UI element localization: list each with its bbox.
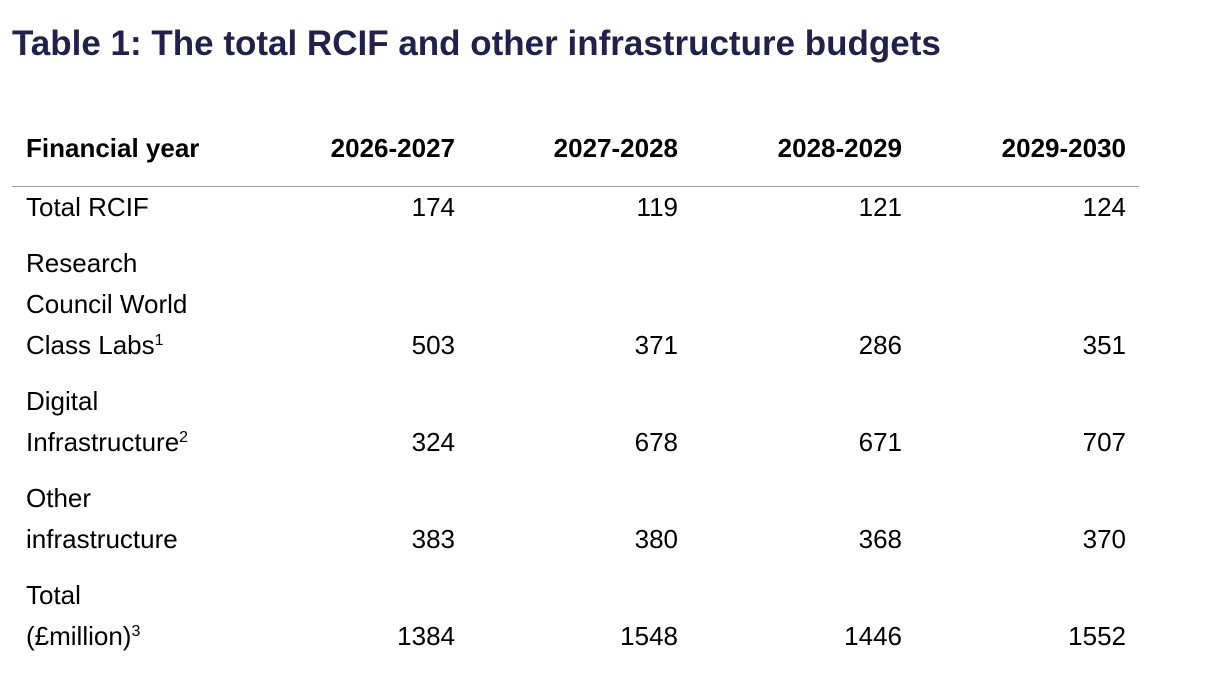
row-label-line: (£million) <box>26 621 132 651</box>
page-title: Table 1: The total RCIF and other infras… <box>12 24 941 63</box>
row-label-line: Digital <box>26 386 99 416</box>
row-label: Total RCIF <box>12 187 232 244</box>
table-row: Total (£million)3 1384 1548 1446 1552 <box>12 575 1139 672</box>
table-cell: 503 <box>411 330 455 360</box>
table-cell: 380 <box>634 524 678 554</box>
table-row: Other infrastructure 383 380 368 370 <box>12 478 1139 575</box>
row-label-line: infrastructure <box>26 524 178 554</box>
row-label: Research Council World Class Labs1 <box>12 243 232 381</box>
row-label-line: Infrastructure <box>26 427 180 457</box>
table-header-row: Financial year 2026-2027 2027-2028 2028-… <box>12 128 1139 187</box>
footnote-marker: 2 <box>179 429 189 446</box>
row-label-line: Other <box>26 483 92 513</box>
footnote-marker: 1 <box>154 332 164 349</box>
table-cell: 119 <box>636 192 678 222</box>
table-cell: 1384 <box>397 621 455 651</box>
table-cell: 383 <box>411 524 455 554</box>
table-cell: 370 <box>1082 524 1126 554</box>
table-cell: 371 <box>634 330 678 360</box>
column-header: 2028-2029 <box>691 128 915 187</box>
table-cell: 678 <box>634 427 678 457</box>
row-label-line: Total RCIF <box>26 192 149 222</box>
budget-table: Financial year 2026-2027 2027-2028 2028-… <box>12 128 1139 672</box>
table-cell: 324 <box>411 427 455 457</box>
table-cell: 121 <box>858 192 902 222</box>
column-header: Financial year <box>12 128 232 187</box>
row-label: Digital Infrastructure2 <box>12 381 232 478</box>
table-cell: 368 <box>858 524 902 554</box>
table-cell: 124 <box>1082 192 1126 222</box>
table-cell: 1552 <box>1068 621 1126 651</box>
table-cell: 174 <box>411 192 455 222</box>
row-label: Total (£million)3 <box>12 575 232 672</box>
row-label: Other infrastructure <box>12 478 232 575</box>
row-label-line: Council World <box>26 289 188 319</box>
table-cell: 707 <box>1082 427 1126 457</box>
table-row: Total RCIF 174 119 121 124 <box>12 187 1139 244</box>
table-cell: 1548 <box>620 621 678 651</box>
column-header: 2029-2030 <box>915 128 1139 187</box>
column-header: 2027-2028 <box>468 128 691 187</box>
column-header: 2026-2027 <box>232 128 468 187</box>
row-label-line: Total <box>26 580 81 610</box>
table-cell: 351 <box>1082 330 1126 360</box>
footnote-marker: 3 <box>131 623 141 640</box>
table-cell: 286 <box>858 330 902 360</box>
table-cell: 671 <box>858 427 902 457</box>
table-cell: 1446 <box>844 621 902 651</box>
row-label-line: Research <box>26 248 138 278</box>
table-row: Research Council World Class Labs1 503 371 28… <box>12 243 1139 381</box>
table-row: Digital Infrastructure2 324 678 671 707 <box>12 381 1139 478</box>
row-label-line: Class Labs <box>26 330 155 360</box>
